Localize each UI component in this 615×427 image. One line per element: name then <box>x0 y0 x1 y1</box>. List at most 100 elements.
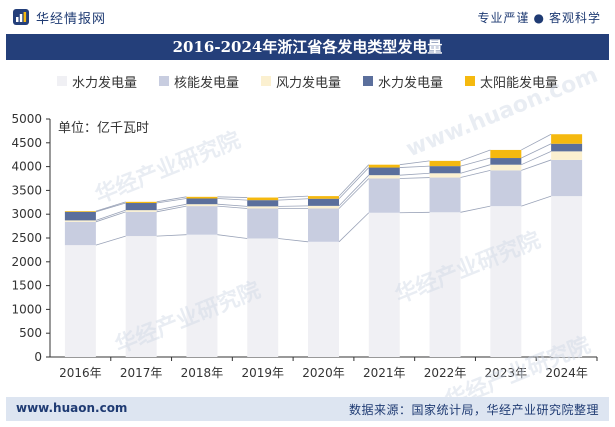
y-tick-label-5: 2500 <box>11 231 42 245</box>
bar-1-1 <box>125 211 157 237</box>
connector-0-1 <box>156 234 187 237</box>
connector-3-0 <box>95 202 126 213</box>
y-tick-label-1: 500 <box>19 326 42 340</box>
bar-1-0 <box>64 221 96 246</box>
x-tick-label-4: 2020年 <box>302 366 345 380</box>
slogan: 专业严谨 ● 客观科学 <box>477 9 601 26</box>
bar-3-3 <box>247 200 279 207</box>
bar-0-7 <box>490 206 522 357</box>
connector-2-4 <box>338 174 370 207</box>
bar-1-4 <box>308 208 339 242</box>
legend-label-0: 水力发电量 <box>71 75 137 91</box>
legend-label-4: 太阳能发电量 <box>480 75 559 91</box>
x-tick-label-8: 2024年 <box>545 366 588 380</box>
connector-1-7 <box>521 159 552 171</box>
legend-item-1: 核能发电量 <box>158 72 239 91</box>
connector-2-1 <box>156 203 187 211</box>
bar-2-3 <box>247 206 279 209</box>
legend-label-3: 水力发电量 <box>378 75 444 91</box>
connector-0-3 <box>278 238 309 243</box>
legend-item-0: 水力发电量 <box>56 72 137 91</box>
bar-4-6 <box>429 160 461 167</box>
y-tick-label-2: 1000 <box>11 302 42 316</box>
bar-1-6 <box>429 177 461 213</box>
brand: 华经情报网 <box>12 8 106 27</box>
legend-swatch-1 <box>158 76 169 86</box>
connector-0-6 <box>460 205 491 213</box>
y-tick-label-9: 4500 <box>11 136 42 150</box>
legend-label-2: 风力发电量 <box>275 75 341 91</box>
connector-1-2 <box>217 205 248 209</box>
y-tick-label-8: 4000 <box>11 160 42 174</box>
x-tick-label-0: 2016年 <box>59 366 102 380</box>
bar-1-3 <box>247 208 279 239</box>
bar-3-2 <box>186 198 218 205</box>
connector-4-0 <box>95 201 126 212</box>
connector-1-1 <box>156 205 187 213</box>
legend-swatch-3 <box>363 76 373 86</box>
bar-4-0 <box>64 211 96 212</box>
legend-label-1: 核能发电量 <box>173 75 239 91</box>
connector-3-5 <box>399 165 430 168</box>
x-tick-label-5: 2021年 <box>363 366 406 380</box>
bar-0-6 <box>429 212 461 357</box>
bar-2-0 <box>64 220 96 222</box>
y-tick-label-0: 0 <box>34 350 42 364</box>
bar-1-8 <box>551 159 583 197</box>
bar-1-5 <box>368 178 400 213</box>
bar-2-6 <box>429 173 461 178</box>
bar-1-7 <box>490 170 522 207</box>
bar-3-4 <box>308 198 339 206</box>
x-tick-label-1: 2017年 <box>120 366 163 380</box>
bar-0-8 <box>551 196 583 357</box>
y-tick-label-4: 2000 <box>11 255 42 269</box>
bar-3-0 <box>64 211 96 221</box>
bar-3-5 <box>368 167 400 176</box>
connector-4-5 <box>399 160 430 166</box>
legend-swatch-2 <box>260 76 271 86</box>
bar-3-1 <box>125 203 157 211</box>
legend-item-4: 太阳能发电量 <box>465 72 558 91</box>
connector-4-2 <box>217 196 248 198</box>
chart-plot: 0 500 1000 1500 2000 2500 3000 3500 4000 4500 5000… <box>11 112 598 380</box>
footer: www.huaon.com 数据来源：国家统计局，华经产业研究院整理 <box>6 397 609 421</box>
unit-label: 单位：亿千瓦时 <box>58 121 150 136</box>
connector-3-7 <box>521 143 552 159</box>
bar-4-8 <box>551 134 583 144</box>
connector-1-0 <box>95 211 126 223</box>
x-tick-label-3: 2019年 <box>241 366 284 380</box>
bar-2-2 <box>186 204 218 207</box>
bar-0-3 <box>247 238 279 357</box>
bar-4-2 <box>186 196 218 199</box>
bar-2-8 <box>551 151 583 160</box>
connector-0-2 <box>217 234 248 239</box>
bar-2-5 <box>368 175 400 179</box>
y-tick-label-7: 3500 <box>11 183 42 197</box>
bar-0-2 <box>186 234 218 357</box>
connector-4-3 <box>278 195 309 198</box>
bar-2-7 <box>490 164 522 171</box>
x-tick-label-6: 2022年 <box>424 366 467 380</box>
top-bar: 华经情报网 专业严谨 ● 客观科学 <box>0 0 615 34</box>
connector-3-6 <box>460 157 491 167</box>
bar-4-4 <box>308 196 339 199</box>
connector-3-4 <box>338 167 370 200</box>
connector-1-5 <box>399 177 430 179</box>
connector-2-5 <box>399 172 430 176</box>
connector-2-6 <box>460 164 491 174</box>
connector-2-0 <box>95 209 126 221</box>
slogan-left: 专业严谨 <box>477 11 530 25</box>
connector-3-1 <box>156 198 187 204</box>
y-tick-label-3: 1500 <box>11 279 42 293</box>
y-tick-label-10: 5000 <box>11 112 42 126</box>
bar-2-4 <box>308 205 339 209</box>
bar-4-7 <box>490 149 522 159</box>
connector-0-0 <box>95 235 126 246</box>
bar-4-3 <box>247 197 279 201</box>
legend-item-2: 风力发电量 <box>260 72 341 91</box>
legend-item-3: 水力发电量 <box>363 72 443 91</box>
connector-4-7 <box>521 133 552 151</box>
connector-4-4 <box>338 164 370 197</box>
bar-2-1 <box>125 210 157 212</box>
